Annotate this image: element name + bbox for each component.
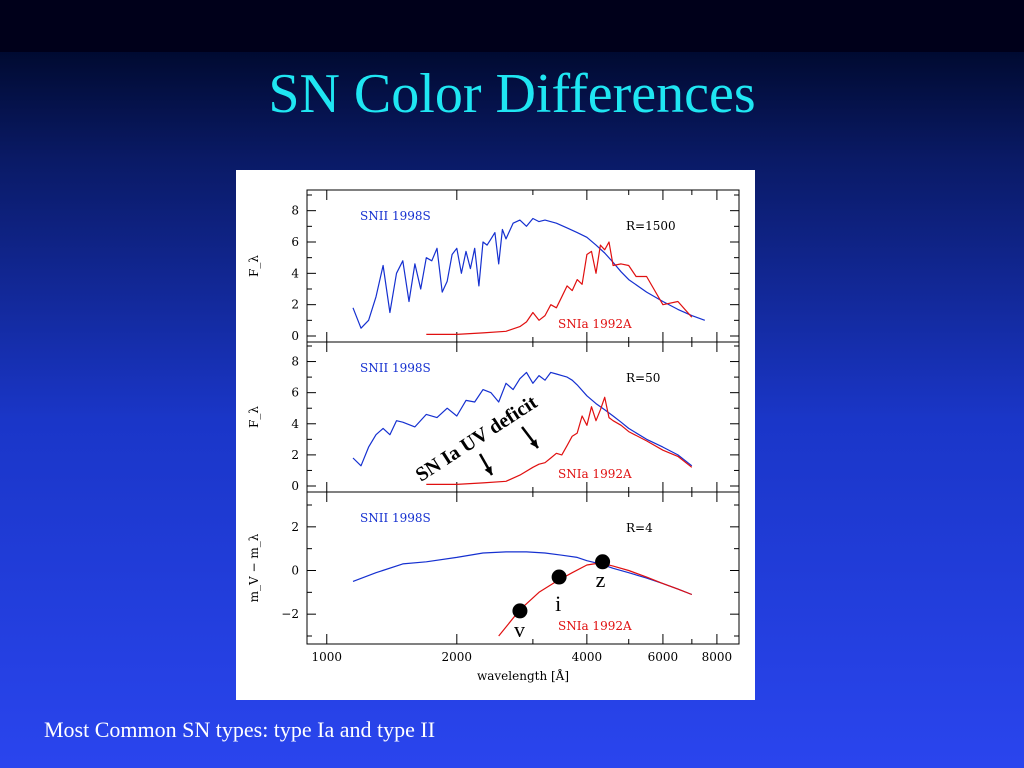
y-tick-label: 0 [291,329,299,343]
series-name-label: SNII 1998S [360,209,431,223]
filter-label-i: i [555,591,561,616]
series-line-snia [426,396,693,485]
series-name-label: SNIa 1992A [558,619,632,633]
series-name-label: SNII 1998S [360,361,431,375]
y-tick-label: 8 [291,204,299,218]
y-tick-label: −2 [281,607,299,621]
series-name-label: SNIa 1992A [558,317,632,331]
series-line-snia [426,241,693,335]
y-tick-label: 0 [291,479,299,493]
slide-title: SN Color Differences [268,63,756,125]
y-axis-label: m_V − m_λ [247,533,261,602]
panel-frame [306,491,740,645]
panel-middle: 0 2 4 6 8 F_λ SNII 1998S SNIa 1992A R=50 SN Ia UV… [247,341,740,493]
x-tick-label: 4000 [572,650,603,664]
panel-bottom: −2 0 2 m_V − m_λ SNII 1998S SNIa 1992A R=4 v i z 1… [247,491,740,683]
filter-label-z: z [596,567,606,592]
panel-top: 0 2 4 6 8 F_λ SNII 1998S SNIa 1992A R=1500 [247,189,740,343]
x-tick-label: 6000 [648,650,679,664]
y-axis-label: F_λ [247,255,261,277]
x-tick-label: 2000 [442,650,473,664]
y-tick-label: 2 [291,520,299,534]
resolution-label: R=1500 [626,219,676,233]
y-tick-label: 4 [291,417,299,431]
y-tick-label: 2 [291,298,299,312]
top-bar [0,0,1024,52]
slide-caption: Most Common SN types: type Ia and type I… [44,717,436,742]
y-tick-label: 6 [291,235,299,249]
resolution-label: R=50 [626,371,660,385]
filter-point-v [512,603,528,619]
annotation-arrowhead [484,466,492,475]
y-tick-label: 0 [291,564,299,578]
uv-deficit-annotation: SN Ia UV deficit [412,391,542,486]
y-tick-label: 4 [291,266,299,280]
series-name-label: SNIa 1992A [558,467,632,481]
x-tick-label: 1000 [311,650,342,664]
spectra-chart: 0 2 4 6 8 F_λ SNII 1998S SNIa 1992A R=1500 0 2 4 6 8 F… [247,189,740,683]
y-tick-label: 8 [291,355,299,369]
y-axis-label: F_λ [247,406,261,428]
resolution-label: R=4 [626,521,653,535]
spectra-figure: 0 2 4 6 8 F_λ SNII 1998S SNIa 1992A R=1500 0 2 4 6 8 F… [236,170,755,700]
y-tick-label: 2 [291,448,299,462]
series-name-label: SNII 1998S [360,511,431,525]
filter-point-z [595,554,611,570]
filter-label-v: v [514,617,525,642]
filter-point-i [551,569,567,585]
annotation-arrowhead [529,439,538,448]
x-axis-label: wavelength [Å] [477,668,569,683]
series-line-snii [352,217,706,329]
y-tick-label: 6 [291,386,299,400]
series-line-snii [352,551,693,596]
x-tick-label: 8000 [702,650,733,664]
